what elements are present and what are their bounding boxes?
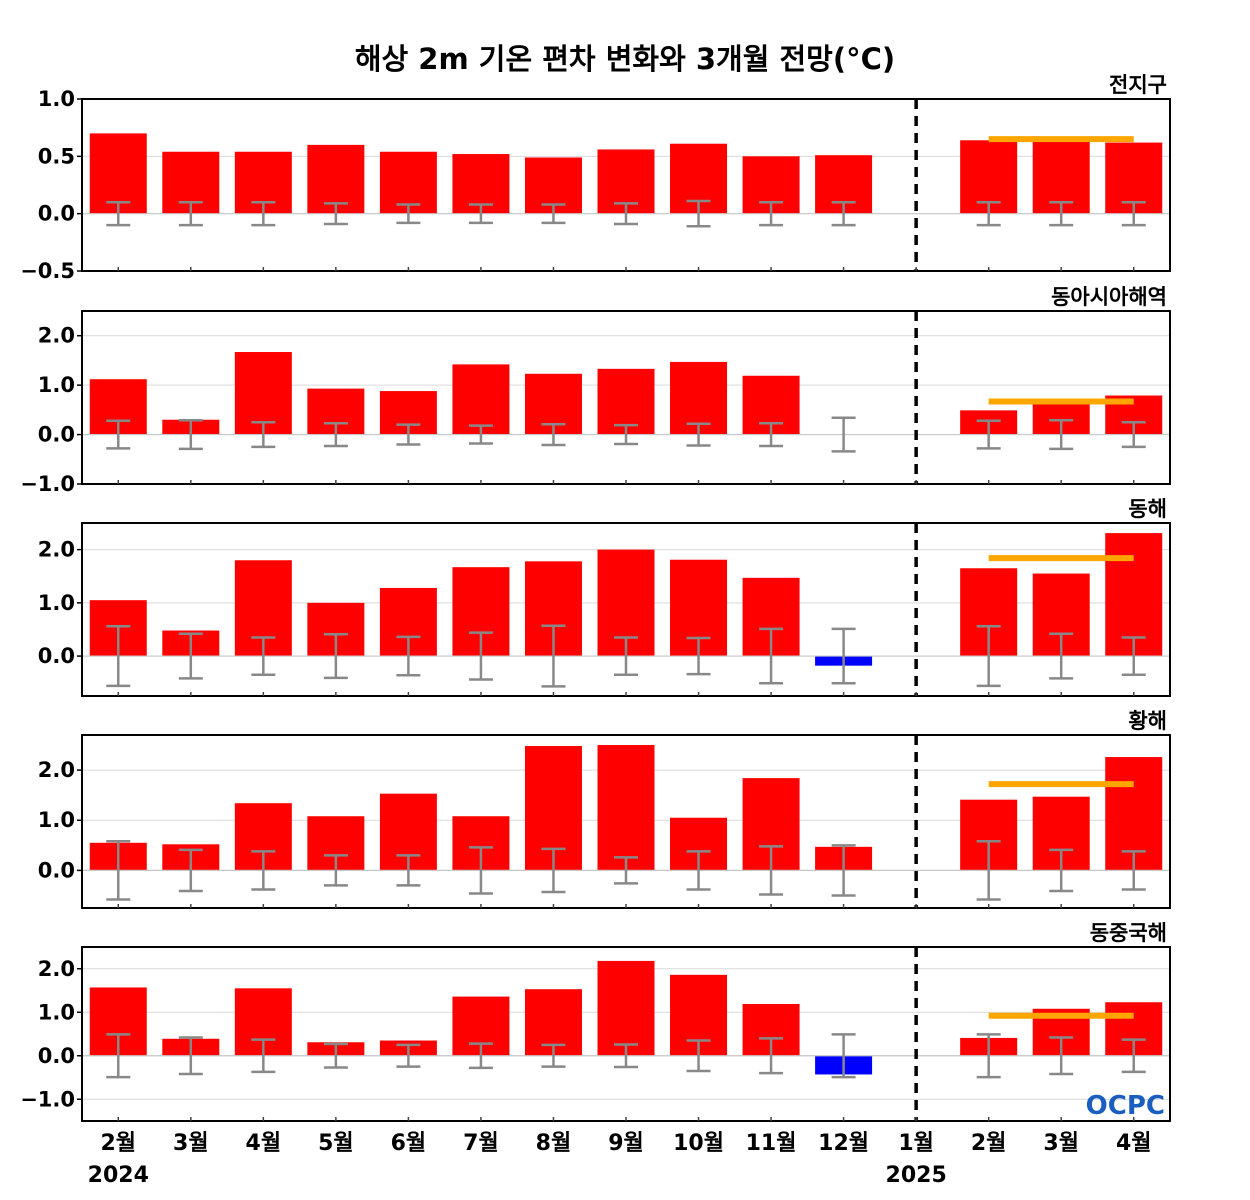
x-tick-label: 11월 xyxy=(746,1131,797,1156)
x-tick-label: 1월 xyxy=(898,1131,934,1156)
y-tick-label: 0.0 xyxy=(38,423,75,447)
ocpc-logo: OCPC xyxy=(1086,1091,1165,1121)
x-tick-label: 10월 xyxy=(673,1131,724,1156)
x-tick-label: 12월 xyxy=(818,1131,869,1156)
x-tick-label: 4월 xyxy=(1116,1131,1152,1156)
y-tick-label: 2.0 xyxy=(38,538,75,562)
ocpc-logo-text: OCPC xyxy=(1086,1091,1165,1121)
x-axis: 2월 3월 4월 5월 6월 7월 8월 9월 10월 11월 12월 1월 2월 3월 4월 2024 202… xyxy=(88,1131,1152,1188)
panel-label: 동해 xyxy=(1128,497,1167,521)
bar xyxy=(597,960,655,1056)
panel-3: 0.0 1.0 2.0 동해 xyxy=(38,497,1171,697)
x-year-label: 2025 xyxy=(886,1163,947,1188)
y-tick-label: 1.0 xyxy=(38,808,75,832)
x-tick-label: 5월 xyxy=(318,1131,354,1156)
panel-label: 동중국해 xyxy=(1090,921,1167,945)
panel-label: 전지구 xyxy=(1109,73,1167,97)
y-tick-label: 0.0 xyxy=(38,858,75,882)
bar xyxy=(89,133,147,214)
y-tick-label: 0.5 xyxy=(38,144,75,168)
bar xyxy=(1105,533,1163,657)
x-tick-label: 7월 xyxy=(463,1131,499,1156)
x-tick-label: 2월 xyxy=(971,1131,1007,1156)
x-tick-label: 8월 xyxy=(536,1131,572,1156)
x-tick-label: 3월 xyxy=(1043,1131,1079,1156)
x-year-label: 2024 xyxy=(88,1163,149,1188)
y-tick-label: 2.0 xyxy=(38,758,75,782)
y-tick-label: 2.0 xyxy=(38,324,75,348)
y-tick-label: 1.0 xyxy=(38,1000,75,1024)
panel-label: 황해 xyxy=(1128,709,1167,733)
x-tick-label: 4월 xyxy=(246,1131,282,1156)
panel-5: −1.0 0.0 1.0 2.0 동중국해 xyxy=(20,921,1171,1122)
chart-title: 해상 2m 기온 편차 변화와 3개월 전망(°C) xyxy=(355,42,895,76)
panel-label: 동아시아해역 xyxy=(1051,285,1167,309)
x-tick-label: 9월 xyxy=(608,1131,644,1156)
bar xyxy=(452,364,510,435)
y-tick-label: 2.0 xyxy=(38,957,75,981)
y-tick-label: 0.0 xyxy=(38,202,75,226)
x-tick-label: 3월 xyxy=(173,1131,209,1156)
y-tick-label: −1.0 xyxy=(20,1087,75,1111)
bar xyxy=(597,368,655,435)
y-tick-label: 0.0 xyxy=(38,1044,75,1068)
panel-2: −1.0 0.0 1.0 2.0 동아시아해역 xyxy=(20,285,1171,496)
x-tick-label: 6월 xyxy=(391,1131,427,1156)
y-tick-label: 1.0 xyxy=(38,87,75,111)
y-tick-label: 1.0 xyxy=(38,373,75,397)
y-tick-label: −1.0 xyxy=(20,472,75,496)
panel-1: −0.5 0.0 0.5 1.0 전지구 xyxy=(20,73,1171,283)
panel-4: 0.0 1.0 2.0 황해 xyxy=(38,709,1171,909)
y-tick-label: 1.0 xyxy=(38,591,75,615)
x-tick-label: 2월 xyxy=(100,1131,136,1156)
y-tick-label: −0.5 xyxy=(20,259,75,283)
bar xyxy=(1032,136,1090,214)
y-tick-label: 0.0 xyxy=(38,644,75,668)
chart-panels: −0.5 0.0 0.5 1.0 전지구 −1.0 0.0 1.0 2.0 동아시아해역 0.0 1.… xyxy=(20,73,1171,1122)
bar xyxy=(234,352,292,435)
bar xyxy=(597,745,655,871)
